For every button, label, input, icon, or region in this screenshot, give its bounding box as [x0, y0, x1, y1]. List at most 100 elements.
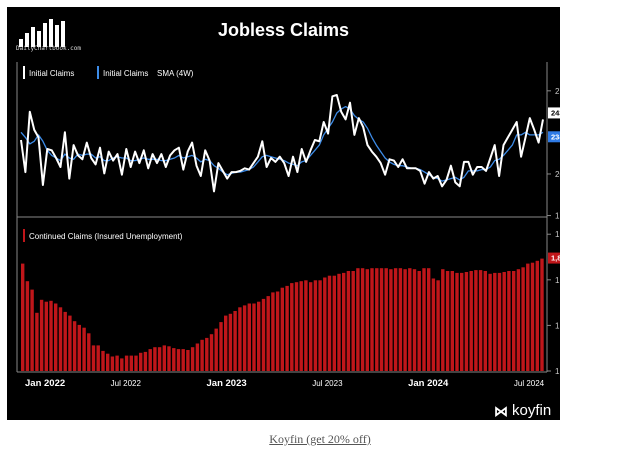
last-value-label: 234,750.00	[551, 132, 560, 141]
logo-icon	[19, 19, 65, 47]
continued-claims-bar	[63, 311, 67, 371]
continued-claims-bar	[370, 268, 374, 371]
continued-claims-bar	[436, 280, 440, 371]
continued-claims-bar	[101, 350, 105, 371]
continued-claims-bar	[186, 350, 190, 371]
continued-claims-bar	[375, 268, 379, 371]
y-tick-label: 1,752,685.00	[555, 276, 560, 285]
continued-claims-bar	[313, 280, 318, 371]
continued-claims-bar	[483, 271, 487, 371]
x-tick-label: Jan 2022	[25, 378, 65, 389]
last-value-box	[548, 252, 560, 264]
footer-link[interactable]: Koyfin (get 20% off)	[269, 432, 371, 446]
x-tick-label: Jul 2022	[111, 379, 142, 388]
continued-claims-bar	[526, 263, 530, 371]
continued-claims-bar	[271, 292, 275, 371]
continued-claims-bar	[176, 349, 181, 371]
continued-claims-bar	[337, 273, 341, 371]
legend-swatch-continued	[23, 229, 25, 242]
continued-claims-bar	[441, 269, 445, 371]
continued-claims-bar	[153, 347, 157, 371]
continued-claims-bar	[242, 305, 247, 371]
continued-claims-bar	[455, 272, 459, 371]
continued-claims-bar	[445, 271, 450, 371]
continued-claims-bar	[25, 281, 30, 371]
continued-claims-bar	[219, 322, 223, 371]
continued-claims-bar	[304, 280, 308, 371]
continued-claims-bar	[209, 334, 214, 371]
continued-claims-bar	[502, 272, 506, 371]
continued-claims-bar	[257, 301, 261, 371]
continued-claims-bar	[398, 268, 403, 371]
continued-claims-bar	[233, 311, 237, 371]
continued-claims-bar	[205, 337, 209, 371]
x-tick-label: Jul 2024	[514, 379, 545, 388]
continued-claims-bar	[417, 271, 421, 371]
continued-claims-bar	[403, 269, 407, 371]
continued-claims-bar	[384, 268, 388, 371]
y-tick-label: 274,245.00	[555, 87, 560, 96]
y-tick-label: 209,575.00	[555, 170, 560, 179]
continued-claims-bar	[195, 343, 200, 371]
continued-claims-bar	[493, 272, 497, 371]
sma-line	[20, 105, 544, 182]
koyfin-logo-icon: ⋈	[494, 403, 508, 419]
continued-claims-bar	[252, 303, 256, 371]
y-tick-label: 1,998,050.00	[555, 230, 560, 239]
continued-claims-bar	[30, 289, 34, 371]
legend-initial-claims: Initial Claims	[29, 69, 74, 78]
continued-claims-bar	[39, 299, 44, 371]
continued-claims-bar	[238, 307, 242, 371]
continued-claims-bar	[318, 280, 322, 371]
continued-claims-bar	[450, 271, 454, 371]
continued-claims-bar	[120, 358, 124, 371]
continued-claims-bar	[460, 272, 464, 371]
continued-claims-bar	[224, 315, 228, 371]
continued-claims-bar	[412, 269, 417, 371]
continued-claims-bar	[469, 271, 473, 371]
continued-claims-bar	[356, 268, 360, 371]
continued-claims-bar	[351, 271, 355, 371]
continued-claims-bar	[464, 272, 469, 371]
continued-claims-bar	[49, 300, 53, 371]
continued-claims-bar	[299, 281, 303, 371]
continued-claims-bar	[162, 345, 166, 371]
continued-claims-bar	[323, 277, 327, 371]
continued-claims-bar	[54, 303, 58, 371]
continued-claims-bar	[266, 296, 270, 371]
continued-claims-bar	[124, 355, 129, 371]
continued-claims-bar	[346, 271, 351, 371]
continued-claims-bar	[497, 272, 502, 371]
legend-swatch-sma	[97, 66, 99, 79]
chart-panel: DailyChartbook.com Jobless Claims 274,24…	[7, 7, 560, 420]
continued-claims-bar	[139, 352, 143, 371]
continued-claims-bar	[474, 270, 478, 371]
continued-claims-bar	[87, 333, 91, 371]
last-value-box	[548, 131, 560, 143]
continued-claims-bar	[309, 282, 313, 371]
continued-claims-bar	[21, 263, 25, 371]
brand-label: koyfin	[512, 402, 552, 419]
last-value-label: 243,000.00	[551, 108, 560, 117]
legend-sma: SMA (4W)	[157, 69, 194, 78]
continued-claims-bar	[228, 313, 233, 371]
x-tick-label: Jul 2023	[312, 379, 343, 388]
continued-claims-bar	[134, 355, 138, 371]
continued-claims-bar	[516, 269, 521, 371]
continued-claims-bar	[535, 260, 539, 371]
continued-claims-bar	[261, 298, 266, 371]
continued-claims-bar	[214, 328, 218, 371]
continued-claims-bar	[360, 268, 365, 371]
continued-claims-bar	[530, 262, 535, 371]
continued-claims-bar	[181, 349, 185, 371]
continued-claims-bar	[427, 268, 431, 371]
continued-claims-bar	[294, 282, 299, 371]
initial-claims-line	[20, 94, 544, 193]
continued-claims-bar	[172, 348, 176, 371]
chart-canvas: 274,245.00 209,575.00 177,240.00 Initial Cl…	[16, 62, 560, 389]
continued-claims-bar	[327, 275, 332, 371]
continued-claims-bar	[389, 269, 393, 371]
continued-claims-bar	[77, 324, 81, 371]
continued-claims-bar	[365, 269, 369, 371]
continued-claims-bar	[247, 303, 251, 371]
